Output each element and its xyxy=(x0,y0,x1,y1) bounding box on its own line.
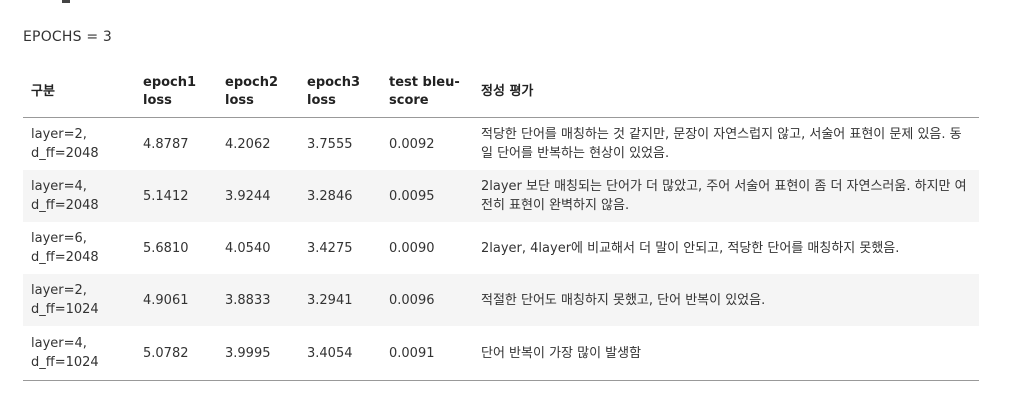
cell-bleu-score: 0.0090 xyxy=(389,240,435,256)
cell-epoch1-loss: 4.8787 xyxy=(143,136,189,152)
cell-epoch2-loss: 3.9244 xyxy=(217,170,299,222)
cell-epoch3-loss: 3.4054 xyxy=(299,326,381,381)
cell-epoch2-loss: 4.2062 xyxy=(225,136,271,152)
cell-epoch3-loss: 3.2846 xyxy=(299,170,381,222)
cell-config: layer=2, d_ff=2048 xyxy=(31,127,99,161)
cell-bleu-score: 0.0092 xyxy=(389,136,435,152)
table-row: layer=4, d_ff=1024 5.0782 3.9995 3.4054 … xyxy=(23,326,979,381)
cell-epoch1-loss: 5.6810 xyxy=(143,240,189,256)
cell-epoch2-loss: 4.0540 xyxy=(225,240,271,256)
table-row: layer=2, d_ff=2048 4.8787 4.2062 3.7555 … xyxy=(23,118,979,171)
cell-evaluation: 적당한 단어를 매칭하는 것 같지만, 문장이 자연스럽지 않고, 서술어 표현… xyxy=(481,127,962,161)
cell-epoch1-loss: 4.9061 xyxy=(135,274,217,326)
table-row: layer=6, d_ff=2048 5.6810 4.0540 3.4275 … xyxy=(23,222,979,274)
cell-epoch1-loss: 5.0782 xyxy=(135,326,217,381)
cell-evaluation: 적절한 단어도 매칭하지 못했고, 단어 반복이 있었음. xyxy=(473,274,979,326)
header-evaluation: 정성 평가 xyxy=(473,66,979,118)
cell-config: layer=6, d_ff=2048 xyxy=(31,231,99,265)
header-epoch3-loss: epoch3 loss xyxy=(299,66,381,118)
results-table: 구분 epoch1 loss epoch2 loss epoch3 loss t… xyxy=(23,66,979,381)
cell-epoch2-loss: 3.9995 xyxy=(217,326,299,381)
table-header-row: 구분 epoch1 loss epoch2 loss epoch3 loss t… xyxy=(23,66,979,118)
cell-config: layer=4, d_ff=1024 xyxy=(23,326,135,381)
cell-config: layer=2, d_ff=1024 xyxy=(23,274,135,326)
cell-config: layer=4, d_ff=2048 xyxy=(23,170,135,222)
cutoff-text-fragment xyxy=(62,0,70,3)
header-epoch2-loss: epoch2 loss xyxy=(217,66,299,118)
cell-bleu-score: 0.0091 xyxy=(381,326,473,381)
table-row: layer=2, d_ff=1024 4.9061 3.8833 3.2941 … xyxy=(23,274,979,326)
epochs-label: EPOCHS = 3 xyxy=(23,29,113,45)
cell-epoch3-loss: 3.4275 xyxy=(307,240,353,256)
cell-bleu-score: 0.0096 xyxy=(381,274,473,326)
cell-epoch3-loss: 3.2941 xyxy=(299,274,381,326)
header-test-bleu-score: test bleu-score xyxy=(381,66,473,118)
cell-bleu-score: 0.0095 xyxy=(381,170,473,222)
cell-epoch1-loss: 5.1412 xyxy=(135,170,217,222)
header-category: 구분 xyxy=(23,66,135,118)
cell-evaluation: 2layer 보단 매칭되는 단어가 더 많았고, 주어 서술어 표현이 좀 더… xyxy=(473,170,979,222)
cell-evaluation: 2layer, 4layer에 비교해서 더 말이 안되고, 적당한 단어를 매… xyxy=(481,240,900,256)
cell-evaluation: 단어 반복이 가장 많이 발생함 xyxy=(473,326,979,381)
cell-epoch3-loss: 3.7555 xyxy=(307,136,353,152)
table-row: layer=4, d_ff=2048 5.1412 3.9244 3.2846 … xyxy=(23,170,979,222)
header-epoch1-loss: epoch1 loss xyxy=(135,66,217,118)
cell-epoch2-loss: 3.8833 xyxy=(217,274,299,326)
